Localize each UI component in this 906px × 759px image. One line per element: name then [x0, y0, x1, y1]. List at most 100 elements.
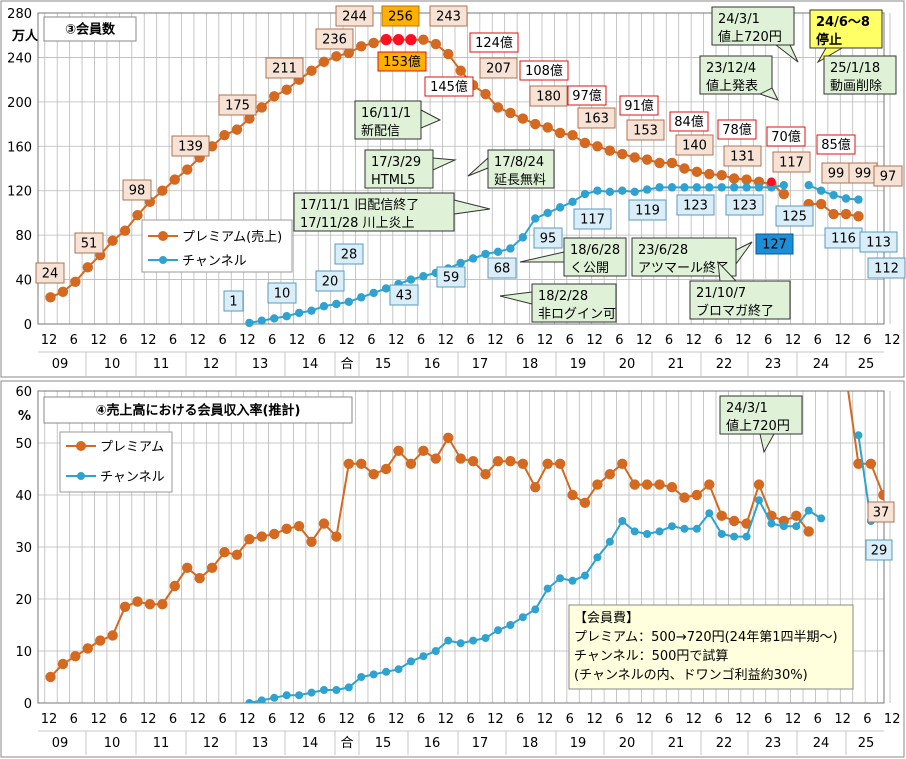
premium-members-point	[219, 129, 230, 141]
note-17-11-text: 17/11/1 旧配信終了	[300, 197, 419, 213]
premium-members-point	[815, 198, 827, 210]
ratio-note-box	[719, 395, 803, 435]
members-year-label: 12	[203, 357, 220, 372]
channel-ratio-point	[394, 665, 403, 674]
members-month-label: 12	[686, 333, 703, 348]
premium-members-point	[231, 124, 243, 135]
ratio-ylabel: %	[18, 409, 31, 424]
legend-premium-label: プレミアム(売上)	[182, 229, 282, 245]
ratio-year-label: 10	[104, 736, 121, 751]
ratio-year-label: 16	[424, 736, 441, 751]
ratio-month-label: 12	[289, 712, 306, 727]
ratio-premium-end-label-text: 37	[873, 506, 890, 521]
revenue-label-box	[377, 51, 427, 72]
premium-members-point	[728, 173, 740, 184]
premium-ratio-point	[343, 458, 355, 469]
premium-ratio-point	[455, 453, 466, 464]
ratio-year-label: 14	[302, 736, 319, 751]
channel-data-label-text: 43	[396, 289, 413, 304]
premium-ratio-point	[803, 526, 814, 537]
channel-members-point	[816, 186, 826, 195]
premium-ratio-point	[878, 489, 884, 501]
premium-ratio-point	[517, 458, 529, 469]
members-year-label: 21	[668, 357, 685, 372]
note-24-3-1-text: 値上720円	[718, 29, 782, 45]
premium-data-label-text: 131	[730, 150, 755, 165]
members-year-label: 19	[570, 357, 587, 372]
ratio-note-text: 値上720円	[726, 418, 790, 434]
premium-data-label-box	[35, 262, 65, 284]
peak-marker	[405, 34, 417, 46]
ratio-year-label: 22	[716, 736, 733, 751]
ratio-month-label: 6	[615, 712, 623, 727]
channel-members-point	[357, 293, 366, 302]
premium-members-point	[418, 34, 429, 45]
premium-members-point	[542, 122, 553, 133]
premium-data-label-text: 211	[272, 62, 297, 77]
note-24-3-1-box	[711, 6, 795, 46]
premium-data-label-box	[335, 5, 374, 27]
channel-data-label-text: 117	[580, 213, 605, 228]
members-year-label: 22	[716, 357, 733, 372]
ratio-month-label: 6	[863, 712, 871, 727]
premium-ratio-point	[194, 573, 205, 584]
channel-ratio-point	[456, 639, 465, 648]
members-year-label: 17	[472, 357, 489, 372]
channel-ratio-point	[469, 636, 478, 645]
channel-data-label-text: 123	[683, 199, 708, 214]
members-year-label: 11	[153, 357, 170, 372]
channel-data-label-box	[867, 257, 906, 279]
members-year-label: 24	[813, 357, 830, 372]
channel-ratio-point	[680, 524, 689, 533]
premium-members-point	[182, 164, 193, 175]
members-month-label: 6	[169, 333, 177, 348]
premium-ratio-point	[505, 456, 516, 467]
channel-members-point	[717, 183, 726, 192]
note-16-11-1-text: 16/11/1	[361, 106, 411, 121]
members-month-label: 6	[764, 333, 772, 348]
channel-ratio-point	[854, 431, 863, 440]
legend-channel-marker	[159, 256, 167, 264]
members-title-text: ③会員数	[65, 22, 116, 38]
ratio-ytick: 30	[15, 541, 32, 556]
premium-ratio-point	[467, 456, 479, 467]
ratio-year-label: 17	[472, 736, 489, 751]
fee-note-line: 【会員費】	[574, 611, 639, 626]
premium-data-label-box	[529, 85, 568, 107]
ratio-month-label: 12	[90, 712, 107, 727]
peak-marker	[767, 177, 776, 187]
members-month-label: 12	[338, 333, 355, 348]
premium-ratio-point	[393, 445, 404, 456]
note-16-11-1-text: 新配信	[361, 123, 400, 139]
premium-members-point	[505, 107, 516, 119]
premium-ratio-point	[331, 531, 342, 542]
ratio-month-label: 6	[318, 712, 326, 727]
ratio-note-text: 24/3/1	[726, 401, 768, 416]
channel-ratio-point	[406, 657, 415, 666]
note-23-12-4-pointer	[758, 87, 779, 101]
channel-members-point	[655, 183, 664, 192]
premium-ratio-point	[542, 458, 553, 469]
premium-ratio-point	[70, 651, 81, 662]
premium-ratio-point	[206, 562, 218, 573]
channel-ratio-point	[717, 530, 726, 538]
ratio-month-label: 12	[239, 712, 256, 727]
channel-ratio-point	[580, 571, 589, 580]
ratio-month-label: 12	[686, 712, 703, 727]
premium-ratio-point	[219, 547, 230, 558]
members-month-label: 6	[367, 333, 375, 348]
members-year-label: 09	[52, 357, 69, 372]
ratio-month-label: 12	[586, 712, 603, 727]
premium-ratio-point	[641, 479, 653, 490]
premium-data-label-box	[171, 135, 210, 157]
ratio-month-label: 12	[190, 712, 207, 727]
channel-ratio-point	[755, 496, 764, 505]
premium-ratio-point	[182, 562, 193, 573]
channel-data-label-box	[267, 282, 297, 304]
premium-ratio-point	[293, 521, 305, 532]
revenue-label-box	[519, 60, 569, 81]
ratio-month-label: 6	[814, 712, 822, 727]
ratio-ytick: 0	[24, 697, 32, 712]
premium-members-point	[119, 225, 131, 236]
